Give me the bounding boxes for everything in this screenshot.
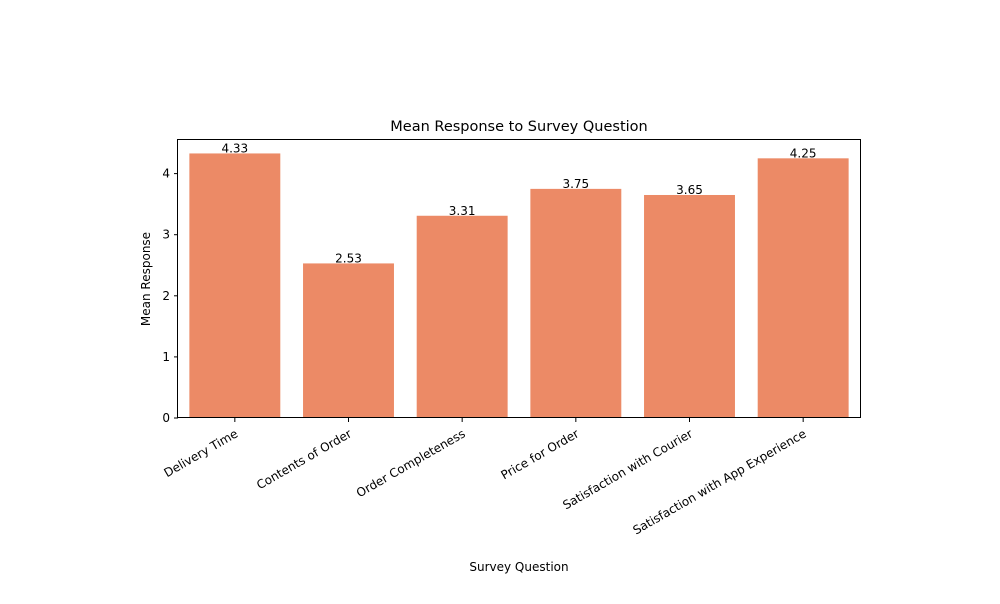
bar-value-label: 4.33: [221, 141, 248, 155]
y-tick-label: 3: [162, 228, 170, 242]
x-tick-label: Price for Order: [499, 426, 582, 482]
x-axis-ticks: Delivery Time Contents of Order Order Comp…: [161, 418, 809, 537]
y-tick-label: 4: [162, 167, 170, 181]
bar-value-label: 4.25: [790, 146, 817, 160]
x-tick-label: Satisfaction with App Experience: [630, 426, 808, 537]
value-labels-layer: 4.33 2.53 3.31 3.75 3.65 4.25: [221, 141, 816, 265]
bar-value-label: 3.31: [449, 204, 476, 218]
bar-5: [757, 158, 849, 419]
y-axis-ticks: 0 1 2 3 4: [162, 167, 178, 425]
bar-2: [416, 215, 508, 418]
y-axis-label: Mean Response: [139, 232, 153, 326]
bar-value-label: 3.75: [562, 177, 589, 191]
x-tick-label: Delivery Time: [161, 426, 240, 480]
chart-title: Mean Response to Survey Question: [390, 119, 647, 135]
bar-4: [644, 194, 735, 418]
bars-layer: [189, 153, 849, 419]
bar-value-label: 3.65: [676, 183, 703, 197]
plot-frame: [177, 139, 861, 418]
bar-3: [530, 188, 622, 418]
y-tick-label: 0: [162, 411, 170, 425]
bar-value-label: 2.53: [335, 251, 362, 265]
x-tick-label: Order Completeness: [354, 426, 468, 500]
y-tick-label: 1: [162, 350, 170, 364]
x-axis-label: Survey Question: [469, 560, 568, 574]
x-tick-label: Contents of Order: [254, 426, 354, 492]
bar-0: [189, 153, 281, 418]
y-tick-label: 2: [162, 289, 170, 303]
bar-1: [303, 263, 394, 418]
